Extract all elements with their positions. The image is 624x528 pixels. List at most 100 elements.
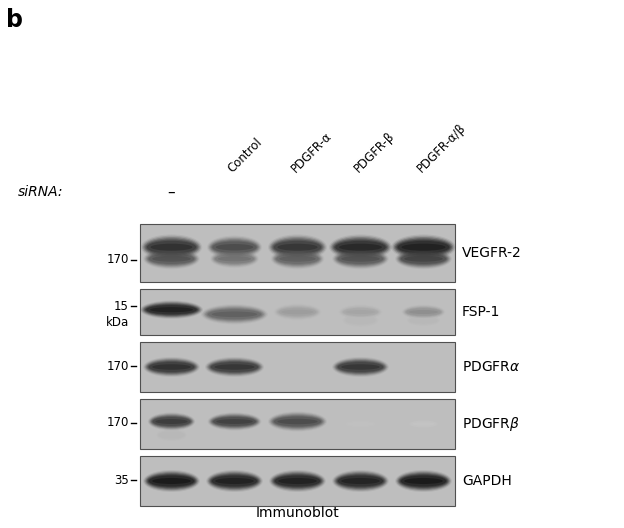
- Ellipse shape: [218, 256, 251, 261]
- Ellipse shape: [408, 316, 439, 325]
- Ellipse shape: [404, 478, 443, 484]
- Text: 15: 15: [114, 300, 129, 313]
- Ellipse shape: [148, 361, 195, 373]
- Ellipse shape: [209, 413, 260, 430]
- Ellipse shape: [341, 307, 379, 317]
- Ellipse shape: [157, 430, 186, 440]
- Ellipse shape: [336, 473, 386, 489]
- Ellipse shape: [275, 305, 320, 319]
- Ellipse shape: [143, 357, 200, 377]
- Ellipse shape: [149, 362, 194, 372]
- Ellipse shape: [346, 316, 376, 324]
- Text: PDGFR-α/β: PDGFR-α/β: [414, 121, 468, 175]
- Bar: [140, 399, 455, 449]
- Ellipse shape: [144, 358, 198, 376]
- Ellipse shape: [335, 241, 386, 253]
- Ellipse shape: [273, 240, 323, 255]
- Ellipse shape: [404, 256, 443, 262]
- Ellipse shape: [153, 417, 190, 426]
- Ellipse shape: [141, 301, 202, 318]
- Ellipse shape: [212, 240, 258, 254]
- Ellipse shape: [334, 359, 387, 375]
- Ellipse shape: [270, 237, 324, 258]
- Ellipse shape: [143, 248, 200, 269]
- Text: Control: Control: [225, 136, 265, 175]
- Ellipse shape: [273, 473, 323, 489]
- Ellipse shape: [152, 416, 192, 427]
- Ellipse shape: [211, 362, 258, 372]
- Bar: [140, 342, 455, 392]
- Ellipse shape: [210, 239, 259, 256]
- Ellipse shape: [334, 240, 387, 255]
- Ellipse shape: [332, 470, 389, 492]
- Ellipse shape: [344, 420, 376, 428]
- Text: 170: 170: [107, 417, 129, 429]
- Ellipse shape: [409, 420, 438, 428]
- Ellipse shape: [343, 308, 378, 316]
- Ellipse shape: [152, 256, 191, 262]
- Ellipse shape: [401, 476, 446, 486]
- Ellipse shape: [339, 305, 381, 318]
- Ellipse shape: [269, 412, 326, 430]
- Ellipse shape: [400, 474, 447, 487]
- Ellipse shape: [142, 303, 200, 317]
- Ellipse shape: [409, 310, 438, 314]
- Ellipse shape: [215, 254, 254, 263]
- Text: PDGFR-β: PDGFR-β: [351, 129, 397, 175]
- Ellipse shape: [271, 248, 324, 269]
- Ellipse shape: [273, 416, 323, 428]
- Ellipse shape: [150, 244, 192, 251]
- Ellipse shape: [412, 422, 435, 426]
- Ellipse shape: [334, 472, 387, 490]
- Ellipse shape: [141, 234, 202, 260]
- Ellipse shape: [210, 250, 259, 268]
- Ellipse shape: [276, 253, 319, 264]
- Ellipse shape: [280, 256, 316, 262]
- Ellipse shape: [145, 472, 198, 490]
- Bar: [140, 456, 455, 506]
- Ellipse shape: [208, 237, 261, 258]
- Ellipse shape: [329, 234, 392, 260]
- Ellipse shape: [207, 235, 262, 259]
- Ellipse shape: [158, 430, 185, 440]
- Ellipse shape: [278, 478, 317, 484]
- Ellipse shape: [396, 249, 451, 268]
- Ellipse shape: [409, 317, 437, 324]
- Ellipse shape: [397, 250, 449, 267]
- Ellipse shape: [211, 474, 258, 487]
- Ellipse shape: [407, 315, 439, 325]
- Ellipse shape: [208, 309, 261, 319]
- Ellipse shape: [162, 433, 182, 437]
- Ellipse shape: [206, 358, 263, 376]
- Bar: [140, 224, 455, 282]
- Ellipse shape: [395, 238, 452, 256]
- Ellipse shape: [144, 303, 199, 316]
- Ellipse shape: [215, 478, 254, 484]
- Text: PDGFR$\alpha$: PDGFR$\alpha$: [462, 360, 520, 374]
- Ellipse shape: [394, 237, 453, 258]
- Ellipse shape: [148, 474, 195, 487]
- Bar: [140, 289, 455, 335]
- Ellipse shape: [332, 357, 389, 377]
- Ellipse shape: [402, 244, 446, 251]
- Ellipse shape: [410, 317, 437, 323]
- Ellipse shape: [270, 413, 324, 429]
- Ellipse shape: [211, 250, 258, 267]
- Ellipse shape: [337, 252, 384, 265]
- Ellipse shape: [396, 240, 451, 255]
- Ellipse shape: [330, 235, 391, 259]
- Ellipse shape: [397, 472, 449, 490]
- Ellipse shape: [205, 357, 264, 377]
- Ellipse shape: [337, 361, 384, 373]
- Ellipse shape: [158, 431, 185, 439]
- Ellipse shape: [281, 310, 314, 314]
- Ellipse shape: [160, 432, 183, 438]
- Ellipse shape: [149, 253, 194, 264]
- Ellipse shape: [210, 473, 260, 489]
- Ellipse shape: [143, 470, 200, 492]
- Ellipse shape: [333, 471, 388, 491]
- Ellipse shape: [210, 361, 260, 373]
- Ellipse shape: [208, 472, 261, 490]
- Ellipse shape: [278, 419, 318, 425]
- Ellipse shape: [270, 471, 324, 491]
